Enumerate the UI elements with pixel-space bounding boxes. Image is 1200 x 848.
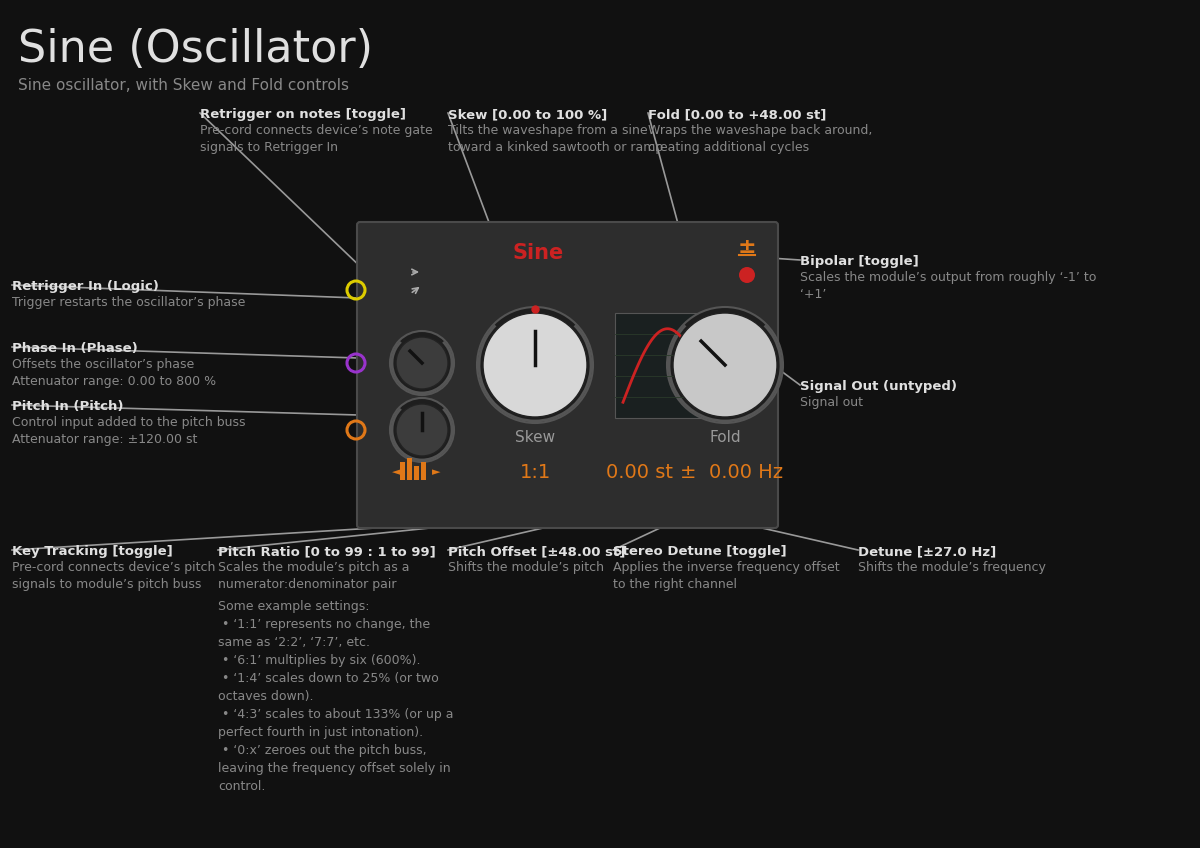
Text: Bipolar [toggle]: Bipolar [toggle]	[800, 255, 919, 268]
Text: 1:1: 1:1	[520, 462, 551, 482]
Text: Scales the module’s pitch as a
numerator:denominator pair: Scales the module’s pitch as a numerator…	[218, 561, 409, 591]
Circle shape	[478, 307, 593, 423]
Circle shape	[667, 307, 784, 423]
Text: Sine: Sine	[512, 243, 564, 263]
Text: Applies the inverse frequency offset
to the right channel: Applies the inverse frequency offset to …	[613, 561, 840, 591]
Text: Fold [0.00 to +48.00 st]: Fold [0.00 to +48.00 st]	[648, 108, 827, 121]
Text: Sine oscillator, with Skew and Fold controls: Sine oscillator, with Skew and Fold cont…	[18, 78, 349, 93]
Text: Detune [±27.0 Hz]: Detune [±27.0 Hz]	[858, 545, 996, 558]
Text: Pitch Ratio [0 to 99 : 1 to 99]: Pitch Ratio [0 to 99 : 1 to 99]	[218, 545, 436, 558]
Text: Retrigger In (Logic): Retrigger In (Logic)	[12, 280, 158, 293]
Text: Skew: Skew	[515, 430, 556, 445]
Text: ►: ►	[432, 467, 440, 477]
Text: Phase In (Phase): Phase In (Phase)	[12, 342, 138, 355]
Text: ±  0.00 Hz: ± 0.00 Hz	[680, 462, 784, 482]
Text: Signal Out (untyped): Signal Out (untyped)	[800, 380, 958, 393]
Circle shape	[396, 404, 448, 456]
Text: Pitch In (Pitch): Pitch In (Pitch)	[12, 400, 124, 413]
Text: Pitch Offset [±48.00 st]: Pitch Offset [±48.00 st]	[448, 545, 625, 558]
Circle shape	[390, 331, 454, 395]
Text: Some example settings:
 • ‘1:1’ represents no change, the
same as ‘2:2’, ‘7:7’, : Some example settings: • ‘1:1’ represent…	[218, 600, 454, 793]
Text: Pre-cord connects device’s note gate
signals to Retrigger In: Pre-cord connects device’s note gate sig…	[200, 124, 433, 154]
Text: Shifts the module’s frequency: Shifts the module’s frequency	[858, 561, 1046, 574]
Text: Tilts the waveshape from a sine
toward a kinked sawtooth or ramp: Tilts the waveshape from a sine toward a…	[448, 124, 664, 154]
Circle shape	[673, 313, 778, 417]
Text: Control input added to the pitch buss
Attenuator range: ±120.00 st: Control input added to the pitch buss At…	[12, 416, 246, 446]
Bar	[414, 466, 419, 480]
Text: ◄: ◄	[392, 467, 401, 477]
Text: Skew [0.00 to 100 %]: Skew [0.00 to 100 %]	[448, 108, 607, 121]
Circle shape	[390, 398, 454, 462]
Bar	[407, 458, 412, 480]
Text: Trigger restarts the oscillator’s phase: Trigger restarts the oscillator’s phase	[12, 296, 245, 309]
Circle shape	[396, 337, 448, 389]
Text: ±: ±	[738, 237, 756, 257]
Text: 0.00 st: 0.00 st	[606, 462, 673, 482]
Text: Key Tracking [toggle]: Key Tracking [toggle]	[12, 545, 173, 558]
Text: Retrigger on notes [toggle]: Retrigger on notes [toggle]	[200, 108, 406, 121]
FancyBboxPatch shape	[358, 222, 778, 528]
Bar	[421, 462, 426, 480]
Bar	[400, 462, 406, 480]
Text: Scales the module’s output from roughly ‘-1’ to
‘+1’: Scales the module’s output from roughly …	[800, 271, 1097, 301]
Bar	[616, 313, 720, 418]
Circle shape	[482, 313, 587, 417]
Circle shape	[739, 267, 755, 283]
Text: Fold: Fold	[709, 430, 740, 445]
Text: Pre-cord connects device’s pitch
signals to module’s pitch buss: Pre-cord connects device’s pitch signals…	[12, 561, 215, 591]
Text: Stereo Detune [toggle]: Stereo Detune [toggle]	[613, 545, 787, 558]
Text: Shifts the module’s pitch: Shifts the module’s pitch	[448, 561, 604, 574]
Text: Signal out: Signal out	[800, 396, 863, 409]
Text: Wraps the waveshape back around,
creating additional cycles: Wraps the waveshape back around, creatin…	[648, 124, 872, 154]
Text: Offsets the oscillator’s phase
Attenuator range: 0.00 to 800 %: Offsets the oscillator’s phase Attenuato…	[12, 358, 216, 388]
Text: Sine (Oscillator): Sine (Oscillator)	[18, 28, 373, 71]
